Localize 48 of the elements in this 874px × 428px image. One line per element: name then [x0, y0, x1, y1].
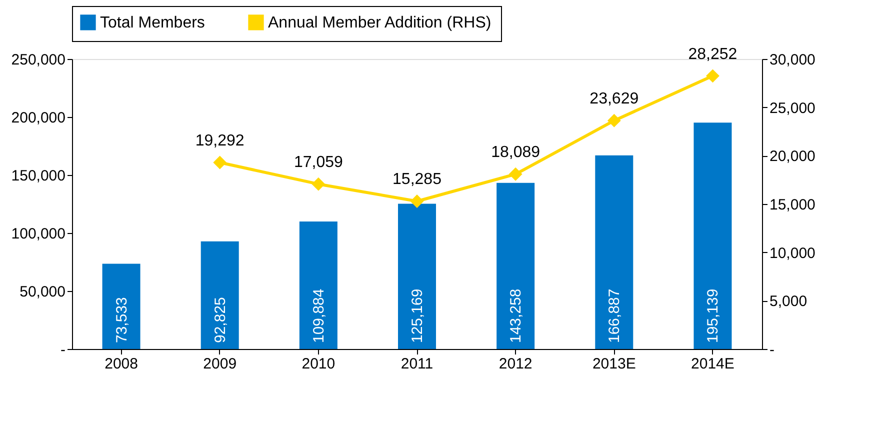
y2-tick-label: 20,000 [770, 148, 816, 166]
legend-label: Total Members [100, 14, 205, 32]
data-label: 195,139 [704, 288, 722, 343]
bar [694, 122, 732, 349]
bar [398, 204, 436, 349]
point [410, 194, 424, 208]
data-label: 19,292 [195, 132, 244, 150]
data-label: 28,252 [688, 46, 738, 63]
point [607, 114, 621, 128]
legend-label: Annual Member Addition (RHS) [268, 14, 492, 32]
y-tick-label: 100,000 [11, 226, 66, 242]
x-tick-label: 2013E [592, 356, 636, 372]
bar [299, 222, 338, 349]
data-label: 23,629 [590, 90, 639, 108]
y2-tick-label: 25,000 [770, 100, 816, 117]
y2-tick-label: 30,000 [770, 52, 816, 68]
y-tick-label: - [60, 342, 66, 358]
x-tick-label: 2014E [691, 356, 734, 372]
data-label: 15,285 [392, 171, 442, 188]
y2-tick-label: 15,000 [770, 196, 816, 214]
point [706, 69, 720, 83]
y2-tick-label: - [770, 342, 774, 358]
bar [496, 182, 535, 349]
x-tick-label: 2008 [104, 356, 138, 372]
y2-tick-label: 10,000 [770, 244, 816, 262]
data-label: 125,169 [409, 288, 426, 343]
x-tick-label: 2010 [302, 356, 336, 372]
data-label: 109,884 [310, 288, 328, 343]
data-label: 18,089 [491, 144, 540, 162]
x-tick-label: 2012 [498, 356, 532, 372]
data-label: 17,059 [294, 154, 343, 172]
y2-tick-label: 5,000 [770, 293, 808, 310]
x-tick-label: 2009 [203, 356, 237, 372]
point [508, 167, 522, 181]
y-tick-label: 50,000 [20, 284, 66, 300]
bar [102, 264, 140, 349]
bar [200, 241, 239, 349]
point [312, 177, 326, 191]
data-label: 92,825 [212, 297, 229, 343]
y-tick-label: 150,000 [11, 168, 66, 184]
data-label: 166,887 [606, 288, 624, 343]
x-tick-label: 2011 [400, 356, 434, 372]
data-label: 143,258 [508, 288, 525, 343]
data-label: 73,533 [113, 297, 130, 343]
bar [595, 155, 634, 349]
y-tick-label: 200,000 [11, 110, 66, 126]
y-tick-label: 250,000 [11, 52, 66, 68]
point [213, 156, 227, 170]
